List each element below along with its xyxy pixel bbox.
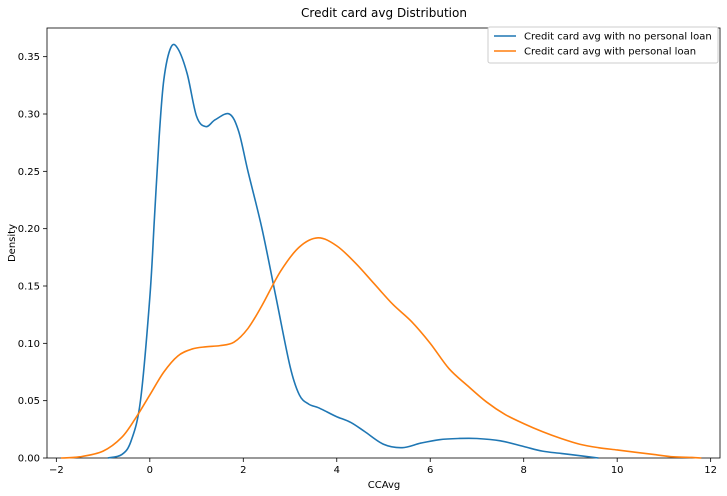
x-tick-label: 4 [334, 465, 340, 476]
plot-frame [46, 27, 721, 459]
x-tick-label: 12 [704, 465, 717, 476]
x-tick-label: 8 [521, 465, 527, 476]
legend-box [487, 26, 719, 64]
x-tick-label: 10 [611, 465, 624, 476]
x-tick-label: −2 [49, 465, 64, 476]
y-tick-label: 0.35 [18, 52, 40, 63]
y-tick-label: 0.05 [18, 396, 40, 407]
legend-entry-label: Credit card avg with personal loan [524, 47, 696, 58]
y-tick-label: 0.20 [18, 224, 40, 235]
y-tick-label: 0.15 [18, 282, 40, 293]
legend: Credit card avg with no personal loan Cre… [487, 26, 719, 64]
x-tick-label: 6 [427, 465, 433, 476]
y-axis-label: Density [7, 224, 18, 262]
chart-title: Credit card avg Distribution [301, 6, 467, 20]
density-line-personal-loan [60, 237, 702, 459]
x-tick-label: 2 [240, 465, 246, 476]
x-tick-label: 0 [147, 465, 153, 476]
legend-entry-label: Credit card avg with no personal loan [524, 32, 712, 43]
y-tick-label: 0.10 [18, 339, 40, 350]
y-tick-label: 0.25 [18, 167, 40, 178]
density-line-no-personal-loan [107, 43, 599, 459]
x-axis-label: CCAvg [368, 480, 401, 491]
y-tick-label: 0.30 [18, 110, 40, 121]
y-tick-label: 0.00 [18, 454, 40, 465]
plot-area: −2 0 2 4 6 8 10 12 0.00 0.05 0.10 0.15 0.20 0.25 0.30 0… [18, 27, 721, 476]
